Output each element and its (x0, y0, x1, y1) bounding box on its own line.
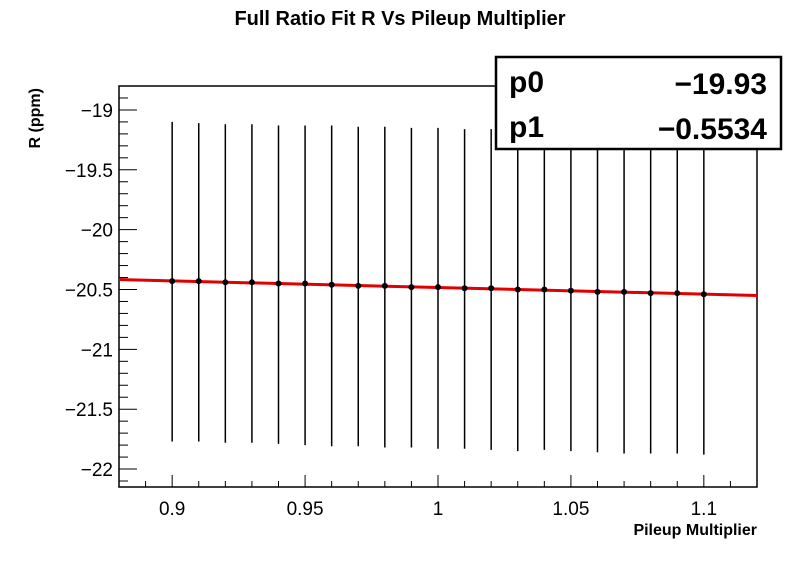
chart-title: Full Ratio Fit R Vs Pileup Multiplier (234, 8, 565, 30)
y-tick-label: −19 (81, 101, 113, 122)
data-point (302, 280, 309, 287)
stats-p1-name: p1 (509, 111, 544, 144)
data-point (594, 288, 601, 295)
data-point (328, 281, 335, 288)
y-tick-label: −19.5 (65, 161, 113, 182)
data-point (700, 291, 707, 298)
data-point (248, 279, 255, 286)
x-tick-label: 0.9 (159, 499, 185, 520)
y-axis-title: R (ppm) (27, 88, 44, 148)
data-point (567, 287, 574, 294)
x-axis-title: Pileup Multiplier (633, 522, 757, 539)
data-point (355, 282, 362, 289)
data-point (674, 290, 681, 297)
y-tick-label: −22 (81, 460, 113, 481)
x-tick-label: 1.1 (691, 499, 717, 520)
data-markers (169, 278, 707, 298)
x-tick-label: 0.95 (287, 499, 324, 520)
data-point (514, 286, 521, 293)
x-tick-label: 1.05 (552, 499, 589, 520)
x-tick-label: 1 (433, 499, 444, 520)
fit-stats-box: p0 −19.93 p1 −0.5534 (494, 55, 783, 151)
data-point (195, 278, 202, 285)
data-point (541, 286, 548, 293)
data-point (275, 280, 282, 287)
stats-p0-value: −19.93 (674, 68, 767, 101)
data-point (647, 290, 654, 297)
stats-p1-value: −0.5534 (658, 113, 768, 146)
stats-p0-name: p0 (509, 66, 544, 99)
data-point (408, 284, 415, 291)
data-point (488, 285, 495, 292)
data-point (621, 288, 628, 295)
data-point (381, 282, 388, 289)
y-tick-label: −21 (81, 340, 113, 361)
y-tick-label: −21.5 (65, 400, 113, 421)
y-tick-label: −20 (81, 221, 113, 242)
data-point (461, 285, 468, 292)
data-point (435, 284, 441, 291)
y-tick-label: −20.5 (65, 280, 113, 301)
data-point (222, 279, 229, 286)
data-point (169, 278, 176, 285)
axes: 0.9 0.95 1 1.05 1.1 −19 −19.5 −20 −20.5 −21 −21.5 −… (65, 85, 758, 520)
